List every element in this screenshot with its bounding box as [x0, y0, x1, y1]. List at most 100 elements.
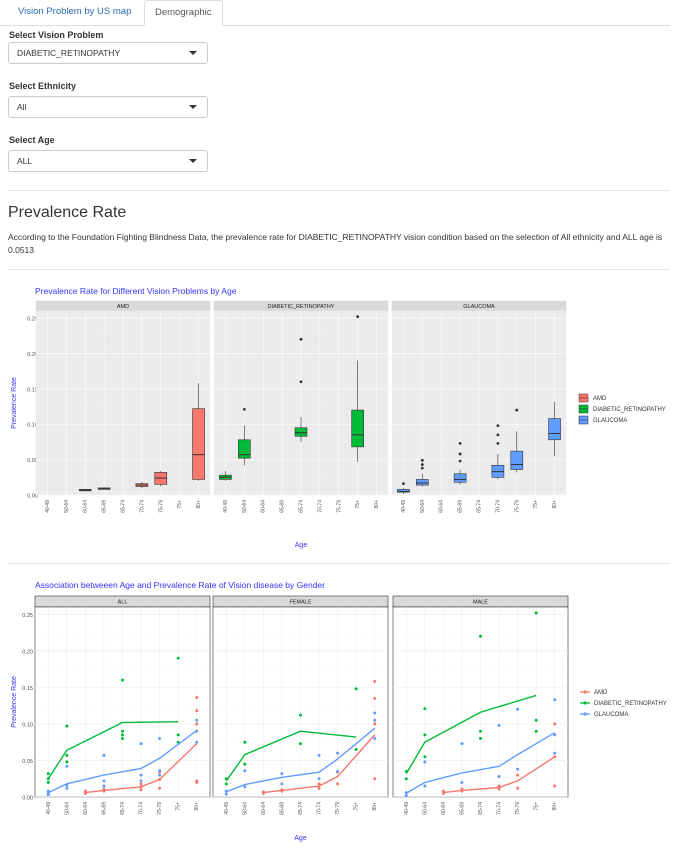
series-line — [85, 743, 198, 794]
box-outlier — [242, 407, 246, 411]
data-point — [423, 755, 427, 759]
x-tick-label: 50-64 — [242, 802, 248, 815]
facet-strip-label: MALE — [473, 600, 488, 606]
box-outlier — [356, 315, 360, 319]
tab-demographic[interactable]: Demographic — [144, 0, 223, 26]
box-outlier — [458, 441, 462, 445]
section-description: According to the Foundation Fighting Bli… — [8, 232, 663, 255]
scatter-line-chart: Association betweeen Age and Prevalence … — [11, 580, 667, 842]
series-line — [405, 732, 556, 794]
x-axis-title: Age — [295, 542, 308, 549]
data-point — [243, 769, 247, 773]
box — [192, 408, 205, 480]
chevron-down-icon — [189, 51, 197, 55]
data-point — [373, 718, 377, 722]
series-line — [47, 721, 179, 780]
box-outlier — [496, 441, 500, 445]
legend-label: AMD — [594, 690, 608, 696]
x-tick-label: 60-64 — [441, 802, 447, 815]
series-line — [443, 756, 556, 794]
x-tick-label: 60-64 — [261, 500, 267, 513]
data-point — [423, 707, 427, 711]
x-tick-label: 80+ — [372, 802, 378, 811]
legend-label: AMD — [593, 396, 607, 402]
data-point — [102, 779, 106, 783]
x-tick-label: 75+ — [355, 500, 361, 509]
y-tick-label: 0.20 — [22, 649, 33, 655]
data-point — [65, 753, 69, 757]
data-point — [299, 742, 302, 746]
x-tick-label: 75-79 — [157, 802, 163, 815]
box — [453, 473, 467, 483]
divider — [8, 190, 670, 191]
x-tick-label: 75-79 — [336, 500, 342, 513]
x-tick-label: 70-74 — [495, 500, 501, 513]
legend-key-point — [583, 690, 587, 694]
data-point — [354, 748, 358, 751]
data-point — [534, 611, 538, 615]
data-point — [65, 760, 69, 764]
x-tick-label: 80+ — [552, 500, 558, 509]
data-point — [158, 769, 162, 773]
x-tick-label: 60-64 — [83, 802, 89, 815]
data-point — [373, 696, 377, 700]
data-point — [46, 780, 50, 784]
data-point — [139, 782, 143, 786]
data-point — [373, 711, 377, 715]
series-line — [47, 729, 198, 794]
y-tick-label: 0.25 — [27, 317, 38, 323]
box — [351, 409, 364, 448]
ethnicity-select-value: All — [17, 102, 27, 112]
series-line — [405, 694, 537, 774]
x-tick-label: 40-49 — [223, 500, 229, 513]
boxplot-chart: Prevalence Rate for Different Vision Pro… — [11, 286, 666, 549]
data-point — [479, 634, 482, 638]
data-point — [195, 779, 199, 783]
y-tick-label: 0.05 — [22, 759, 33, 765]
y-tick-label: 0.10 — [27, 423, 38, 429]
y-tick-label: 0.15 — [22, 686, 33, 692]
x-tick-label: 60-64 — [83, 500, 89, 513]
section-title: Prevalence Rate — [8, 204, 127, 221]
box-outlier — [496, 424, 500, 428]
ethnicity-select[interactable]: All — [8, 96, 208, 118]
data-point — [299, 713, 302, 717]
legend-label: GLAUCOMA — [594, 712, 628, 718]
age-select[interactable]: ALL — [8, 150, 208, 172]
data-point — [423, 760, 427, 764]
data-point — [195, 718, 199, 722]
data-point — [121, 678, 124, 682]
tab-vision-map[interactable]: Vision Problem by US map — [18, 6, 132, 17]
data-point — [553, 751, 557, 755]
box-outlier — [458, 452, 462, 456]
y-tick-label: 0.25 — [22, 613, 33, 619]
facet-strip-label: AMD — [117, 304, 129, 310]
x-tick-label: 80+ — [194, 802, 200, 811]
data-point — [243, 785, 247, 789]
data-point — [553, 698, 557, 702]
y-tick-label: 0.20 — [27, 352, 38, 358]
data-point — [158, 786, 162, 790]
data-point — [317, 782, 321, 786]
data-point — [553, 733, 557, 737]
data-point — [65, 764, 69, 768]
x-tick-label: 40-49 — [46, 802, 52, 815]
x-tick-label: 70-74 — [497, 802, 503, 815]
box-outlier — [402, 482, 405, 486]
x-tick-label: 75-79 — [335, 802, 341, 815]
data-point — [139, 788, 143, 792]
data-point — [317, 777, 321, 781]
data-point — [65, 724, 69, 728]
x-tick-label: 75+ — [177, 500, 183, 509]
data-point — [317, 753, 321, 757]
data-point — [243, 740, 247, 744]
data-point — [176, 740, 180, 744]
vision-select[interactable]: DIABETIC_RETINOPATHY — [8, 42, 208, 64]
box-outlier — [420, 466, 424, 470]
legend-key-point — [583, 712, 587, 716]
data-point — [102, 753, 106, 757]
box-outlier — [515, 408, 519, 412]
data-point — [317, 786, 321, 790]
data-point — [121, 737, 124, 741]
data-point — [534, 718, 538, 722]
